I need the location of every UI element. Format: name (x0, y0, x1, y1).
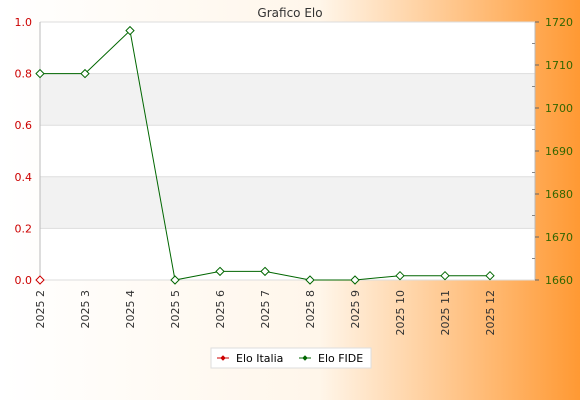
data-point (35, 275, 45, 285)
grid-band (40, 73, 535, 126)
data-point (215, 266, 225, 277)
chart-title: Grafico Elo (257, 6, 322, 20)
right-tick-label: 1700 (545, 102, 573, 115)
left-tick-label: 0.0 (15, 274, 33, 287)
right-tick-label: 1660 (545, 274, 573, 287)
plot-area (39, 21, 536, 281)
grid-band (40, 176, 535, 229)
data-point (485, 270, 495, 281)
x-tick-label: 2025 6 (214, 290, 227, 329)
x-tick-label: 2025 9 (349, 290, 362, 329)
left-tick-label: 0.8 (15, 68, 33, 81)
data-point (395, 270, 405, 281)
x-tick-label: 2025 12 (484, 290, 497, 336)
x-tick-label: 2025 3 (79, 290, 92, 329)
data-point (170, 275, 180, 285)
data-point (440, 270, 450, 281)
legend: Elo Italia Elo FIDE (210, 347, 372, 369)
right-tick-label: 1720 (545, 16, 573, 29)
data-point (260, 266, 270, 277)
right-tick-label: 1690 (545, 145, 573, 158)
right-tick-label: 1710 (545, 59, 573, 72)
data-point (125, 25, 135, 36)
left-tick-label: 1.0 (15, 16, 33, 29)
legend-marker (220, 355, 226, 361)
legend-entry-label: Elo Italia (236, 352, 283, 365)
x-tick-label: 2025 7 (259, 290, 272, 329)
data-point (35, 68, 45, 79)
data-point (80, 68, 90, 79)
left-tick-label: 0.4 (15, 171, 33, 184)
x-tick-label: 2025 8 (304, 290, 317, 329)
x-tick-label: 2025 10 (394, 290, 407, 336)
left-tick-label: 0.2 (15, 222, 33, 235)
data-point (350, 275, 360, 285)
x-tick-label: 2025 5 (169, 290, 182, 329)
plot-background (40, 22, 535, 280)
legend-box (210, 347, 372, 369)
left-tick-label: 0.6 (15, 119, 33, 132)
right-tick-label: 1670 (545, 231, 573, 244)
legend-marker (302, 355, 308, 361)
data-point (305, 275, 315, 285)
right-axis: 1660 1670 1680 1690 1700 1710 1720 (532, 16, 573, 287)
x-tick-label: 2025 2 (34, 290, 47, 329)
left-axis: 0.0 0.2 0.4 0.6 0.8 1.0 (15, 16, 33, 287)
x-tick-label: 2025 11 (439, 290, 452, 336)
legend-entry-label: Elo FIDE (318, 352, 363, 365)
right-tick-label: 1680 (545, 188, 573, 201)
x-axis: 2025 2 2025 3 2025 4 2025 5 2025 6 2025 7 2025… (34, 290, 497, 336)
series-layer (35, 25, 495, 285)
x-tick-label: 2025 4 (124, 290, 137, 329)
